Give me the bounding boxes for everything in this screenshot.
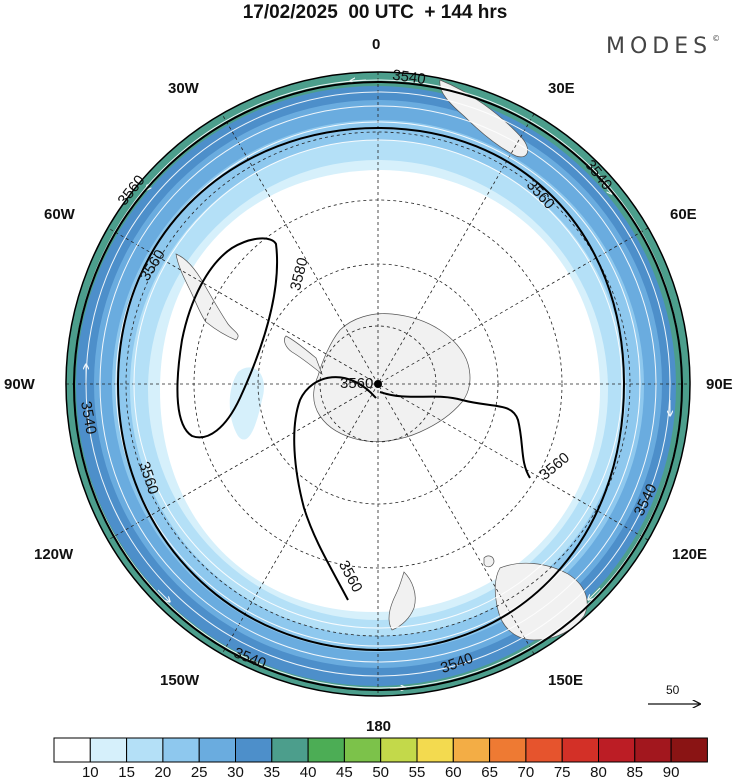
colorbar-tick-label: 20 <box>154 764 172 781</box>
lon-label-30w: 30W <box>168 80 199 97</box>
colorbar-tick-label: 10 <box>81 764 99 781</box>
colorbar-tick-label: 90 <box>662 764 680 781</box>
polar-map: 3540 3540 3540 3540 3540 3540 3560 3560 … <box>65 67 750 750</box>
wind-vectors <box>73 80 683 688</box>
colorbar-tick-label: 70 <box>517 764 535 781</box>
contour-3560-outer <box>116 126 626 652</box>
wind-arrow <box>350 80 367 81</box>
tasmania <box>483 555 495 568</box>
wind-streamline <box>99 105 657 663</box>
brand-text: MODES <box>606 34 713 59</box>
colorbar-tick-label: 30 <box>227 764 244 781</box>
lon-label-120w: 120W <box>34 546 74 563</box>
australia <box>494 562 588 641</box>
south-pole-marker <box>374 380 382 388</box>
south-america <box>175 253 239 341</box>
coastlines <box>175 79 588 641</box>
colorbar-tick-label: 85 <box>626 764 644 781</box>
lon-label-60e: 60E <box>670 206 697 223</box>
colorbar-tick-label: 35 <box>263 764 281 781</box>
new-zealand <box>388 571 416 631</box>
meridian-30 <box>221 113 535 655</box>
lon-label-0: 0 <box>372 36 381 53</box>
colorbar-tick-label: 15 <box>118 764 135 781</box>
reference-vector-label: 50 <box>666 683 680 697</box>
map-frame <box>65 71 691 697</box>
meridian-150 <box>221 113 535 655</box>
antarctic-peninsula <box>284 335 323 376</box>
contour-label: 3560 <box>340 375 373 392</box>
contour-3560-trough <box>293 376 377 601</box>
meridian-120 <box>107 227 649 541</box>
antarctica <box>313 313 471 442</box>
wind-streamline <box>85 91 671 677</box>
geopotential-contours <box>73 81 683 691</box>
wind-streamline <box>133 139 623 629</box>
lon-label-90e: 90E <box>706 376 733 393</box>
colorbar-tick-label: 65 <box>481 764 498 781</box>
lon-label-30e: 30E <box>548 80 575 97</box>
colorbar-tick-label: 80 <box>590 764 607 781</box>
wind-arrow <box>599 179 612 194</box>
wind-streamline <box>115 121 641 647</box>
lon-label-150w: 150W <box>160 672 200 689</box>
lon-label-60w: 60W <box>44 206 75 223</box>
contour-3580 <box>176 237 279 439</box>
meridian-60 <box>107 227 649 541</box>
colorbar-tick-label: 25 <box>190 764 208 781</box>
colorbar-tick-label: 50 <box>372 764 390 781</box>
lon-label-150e: 150E <box>548 672 584 689</box>
band-10-15-patch <box>229 367 264 440</box>
colorbar-tick-label: 55 <box>408 764 426 781</box>
lon-label-90w: 90W <box>4 376 35 393</box>
contour-3540 <box>73 81 683 691</box>
lon-label-120e: 120E <box>672 546 708 563</box>
colorbar-tick-label: 75 <box>553 764 571 781</box>
lon-label-180: 180 <box>366 718 392 735</box>
contour-label: 3540 <box>77 400 100 436</box>
colorbar-tick-label: 40 <box>299 764 317 781</box>
wind-arrow <box>588 587 601 600</box>
modes-logo: MODES© <box>606 34 720 59</box>
contour-label: 3540 <box>391 67 426 88</box>
copyright-mark: © <box>712 34 721 43</box>
colorbar-tick-label: 45 <box>336 764 353 781</box>
colorbar-tick-label: 60 <box>444 764 462 781</box>
africa-tip <box>439 79 529 158</box>
map-title: 17/02/2025 00 UTC + 144 hrs <box>242 2 508 23</box>
contour-3560-ridge <box>379 391 531 479</box>
wind-arrow <box>157 589 170 602</box>
